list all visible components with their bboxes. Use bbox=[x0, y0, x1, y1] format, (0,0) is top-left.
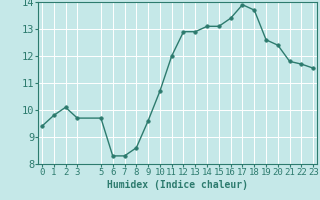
X-axis label: Humidex (Indice chaleur): Humidex (Indice chaleur) bbox=[107, 180, 248, 190]
